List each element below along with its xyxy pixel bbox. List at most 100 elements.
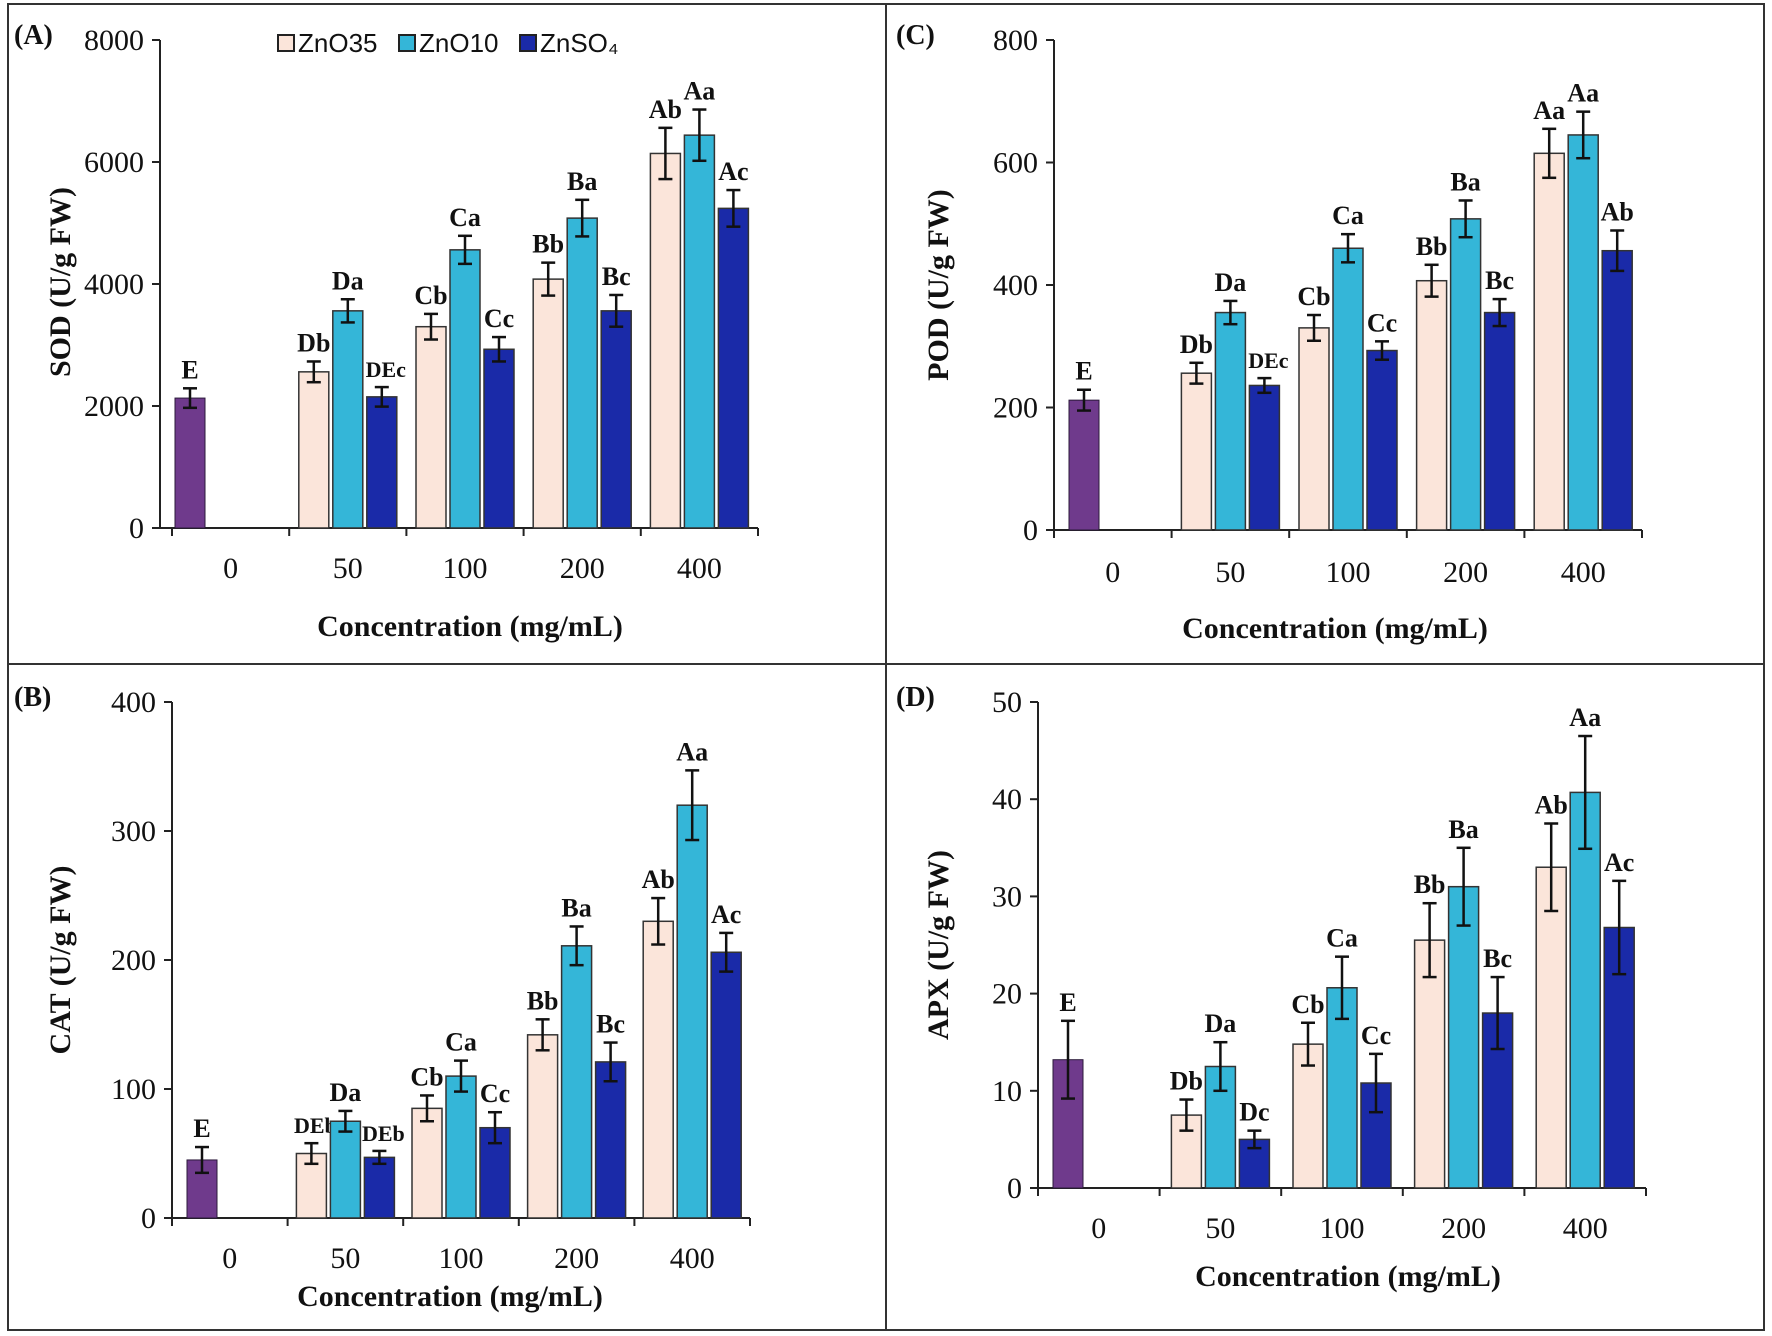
legend-label-zno35: ZnO35 [298, 28, 378, 58]
significance-label: Cc [480, 1079, 510, 1108]
y-tick-label: 400 [111, 686, 156, 719]
legend-swatch-zno35 [277, 34, 295, 52]
x-tick-label: 100 [1326, 556, 1371, 589]
significance-label: Bb [527, 986, 559, 1015]
bar-zno35 [415, 325, 447, 529]
significance-label: Da [1205, 1009, 1237, 1038]
significance-label: Db [1180, 330, 1213, 359]
y-tick-label: 0 [129, 512, 144, 545]
y-axis-title: SOD (U/g FW) [44, 187, 77, 377]
significance-label: Ab [649, 95, 682, 124]
bar-zno35 [526, 1034, 559, 1219]
x-tick-label: 100 [1320, 1212, 1365, 1245]
bar-zno35 [1180, 372, 1213, 531]
x-tick-label: 400 [677, 552, 722, 585]
significance-label: Cc [1367, 308, 1397, 337]
significance-label: Ac [1604, 848, 1634, 877]
x-tick-label: 200 [1443, 556, 1488, 589]
bar-zno35 [649, 152, 682, 529]
y-axis-title: APX (U/g FW) [922, 850, 955, 1040]
bar-zno35 [411, 1107, 443, 1219]
bar-znso4 [594, 1061, 627, 1219]
chart-panel-d: (D) 0 10 20 30 40 50 0 50 100 200 400 Concentration … [896, 682, 1647, 1293]
bar-zno10 [683, 134, 716, 529]
y-tick-label: 6000 [84, 146, 144, 179]
bar-zno35 [1413, 939, 1446, 1189]
bar-zno10 [676, 804, 708, 1219]
significance-label: Cc [484, 304, 514, 333]
panel-label: (C) [896, 20, 935, 51]
bar-znso4 [366, 396, 398, 529]
bar-zno10 [1332, 247, 1364, 531]
significance-label: Aa [684, 77, 716, 106]
significance-label: Bc [1483, 944, 1512, 973]
y-tick-label: 8000 [84, 24, 144, 57]
x-tick-label: 200 [560, 552, 605, 585]
bar-znso4 [1601, 249, 1633, 531]
significance-label: Db [297, 328, 330, 357]
x-tick-label: 50 [1205, 1212, 1235, 1245]
chart-panel-a: (A) 0 2000 4000 6000 8000 0 50 100 200 400 Concentr… [14, 20, 759, 643]
significance-label: Ca [445, 1028, 477, 1057]
bar-znso4 [600, 310, 632, 529]
significance-label: Aa [1569, 703, 1601, 732]
y-tick-label: 200 [111, 944, 156, 977]
bar-control [174, 397, 206, 529]
significance-label: Ca [1326, 924, 1358, 953]
y-tick-label: 40 [992, 783, 1022, 816]
x-axis-title: Concentration (mg/mL) [1195, 1260, 1501, 1293]
chart-panel-b: (B) 0 100 200 300 400 0 50 100 200 400 Concentratio… [14, 682, 751, 1313]
bar-zno35 [1292, 1043, 1324, 1189]
bar-zno10 [1569, 791, 1601, 1189]
bar-znso4 [1483, 311, 1516, 531]
y-tick-label: 20 [992, 978, 1022, 1011]
y-tick-label: 100 [111, 1073, 156, 1106]
legend-swatch-znso4 [519, 34, 537, 52]
bar-zno10 [329, 1120, 362, 1219]
bar-znso4 [717, 207, 750, 529]
panel-label: (B) [14, 682, 51, 713]
x-tick-label: 400 [1563, 1212, 1608, 1245]
legend-label-znso4: ZnSO₄ [540, 28, 619, 58]
bar-zno10 [1214, 311, 1247, 531]
bar-zno35 [1298, 327, 1330, 531]
bar-zno35 [298, 371, 330, 529]
bar-zno35 [532, 278, 564, 529]
significance-label: Ca [449, 203, 481, 232]
bar-zno35 [1535, 866, 1567, 1189]
significance-label: Cb [414, 281, 447, 310]
x-tick-label: 50 [1215, 556, 1245, 589]
y-tick-label: 0 [1023, 514, 1038, 547]
y-tick-label: 300 [111, 815, 156, 848]
chart-panel-c: (C) 0 200 400 600 800 0 50 100 200 400 Concentratio… [896, 20, 1643, 645]
y-tick-label: 400 [993, 269, 1038, 302]
y-tick-label: 0 [1007, 1172, 1022, 1205]
significance-label: Bb [1414, 870, 1446, 899]
x-tick-label: 100 [443, 552, 488, 585]
y-tick-label: 10 [992, 1075, 1022, 1108]
significance-label: Bc [1485, 266, 1514, 295]
bar-zno35 [642, 920, 674, 1219]
bar-znso4 [1248, 384, 1281, 531]
significance-label: Ac [711, 900, 741, 929]
bar-znso4 [483, 348, 515, 529]
significance-label: Ba [561, 893, 591, 922]
bar-control [1068, 399, 1100, 531]
y-tick-label: 4000 [84, 268, 144, 301]
y-tick-label: 0 [141, 1202, 156, 1235]
x-tick-label: 0 [1105, 556, 1120, 589]
significance-label: Cb [1297, 282, 1330, 311]
significance-label: Cc [1361, 1021, 1391, 1050]
significance-label: E [1059, 988, 1076, 1017]
significance-label: Db [1170, 1067, 1203, 1096]
significance-label: Bc [596, 1010, 625, 1039]
significance-label: Aa [676, 737, 708, 766]
significance-label: Ab [642, 865, 675, 894]
significance-label: Ab [1535, 791, 1568, 820]
bar-zno10 [1567, 134, 1599, 531]
bar-zno10 [1326, 987, 1358, 1189]
significance-label: Ac [718, 157, 748, 186]
bar-znso4 [710, 951, 742, 1219]
significance-label: Aa [1567, 79, 1599, 108]
x-tick-label: 0 [1091, 1212, 1106, 1245]
